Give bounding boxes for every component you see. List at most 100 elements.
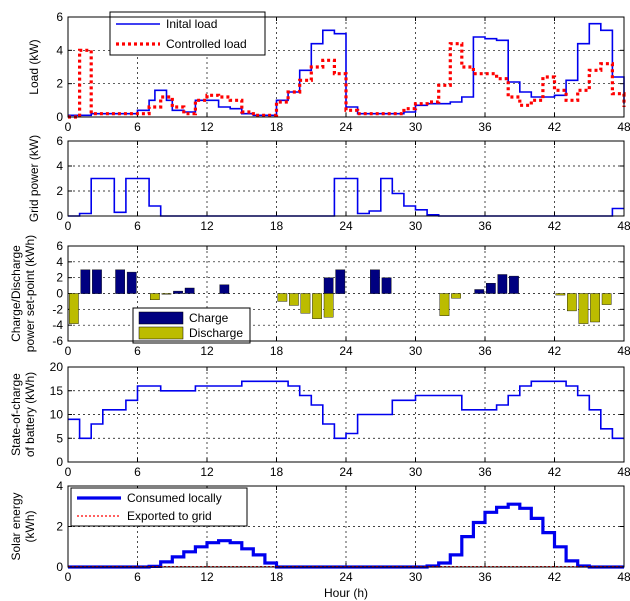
legend-label-exported-to-grid: Exported to grid	[127, 509, 212, 523]
x-tick-label: 24	[339, 570, 353, 584]
panel-4: 0 6 12 18 24 30 36 42 48 0 5 10 15 20 State-of-charge o…	[9, 360, 630, 479]
bar-charge	[370, 269, 380, 294]
bar-discharge	[323, 293, 334, 318]
x-tick-label: 30	[409, 120, 423, 134]
y-tick-label: 4	[56, 255, 63, 269]
plot-frame	[67, 16, 625, 118]
x-tick-label: 48	[617, 465, 630, 479]
x-tick-label: 42	[548, 570, 562, 584]
plot-frame	[67, 485, 625, 568]
legend-box	[70, 487, 248, 527]
y-tick-label: 6	[56, 10, 63, 24]
bar-discharge	[149, 293, 160, 301]
x-tick-label: 6	[134, 219, 141, 233]
x-tick-label: 36	[478, 120, 492, 134]
bar-discharge	[567, 293, 577, 312]
y-axis-label: Load (kW)	[27, 39, 41, 94]
x-tick-label: 0	[65, 344, 72, 358]
x-tick-label: 0	[65, 465, 72, 479]
bar-charge	[335, 269, 346, 294]
x-tick-label: 24	[339, 344, 353, 358]
x-tick-label: 42	[548, 344, 562, 358]
y-tick-label: 2	[56, 271, 63, 285]
x-tick-label: 12	[200, 344, 214, 358]
y-tick-label: 2	[56, 520, 63, 534]
bar-discharge	[439, 293, 450, 316]
legend-label-consumed-locally: Consumed locally	[127, 491, 222, 505]
legend: Consumed locally Exported to grid	[70, 487, 248, 527]
x-tick-label: 48	[617, 120, 630, 134]
bar-charge	[115, 269, 126, 294]
legend-swatch-charge	[138, 311, 184, 325]
x-tick-label: 42	[548, 120, 562, 134]
bar-discharge	[68, 293, 79, 324]
bar-charge	[92, 269, 102, 294]
y-tick-label: 0	[56, 560, 63, 574]
x-tick-label: 30	[409, 219, 423, 233]
x-tick-label: 36	[478, 570, 492, 584]
y-tick-label: 0	[56, 209, 63, 223]
x-tick-label: 48	[617, 344, 630, 358]
panel-3: 0 6 12 18 24 30 36 42 48-6-4-20246Charge/Dischar…	[9, 235, 630, 358]
x-tick-label: 18	[270, 344, 284, 358]
x-tick-label: 36	[478, 219, 492, 233]
legend-label-inital-load: Inital load	[166, 17, 217, 31]
y-tick-label: 20	[50, 360, 64, 374]
y-tick-label: 4	[56, 479, 63, 493]
plot-frame	[67, 366, 625, 463]
x-tick-label: 12	[200, 570, 214, 584]
y-tick-label: 6	[56, 134, 63, 148]
series-controlled-load	[68, 42, 626, 119]
x-tick-label: 24	[339, 219, 353, 233]
y-tick-label: -6	[52, 334, 63, 348]
y-tick-label: 2	[56, 184, 63, 198]
bar-discharge	[161, 293, 172, 295]
x-tick-label: 12	[200, 465, 214, 479]
x-tick-label: 18	[270, 120, 284, 134]
x-tick-label: 36	[478, 465, 492, 479]
y-tick-label: 4	[56, 159, 63, 173]
bar-discharge	[289, 293, 299, 306]
y-tick-label: 6	[56, 239, 63, 253]
bar-charge	[486, 283, 496, 294]
x-tick-label: 0	[65, 219, 72, 233]
x-tick-label: 48	[617, 219, 630, 233]
x-tick-label: 6	[134, 344, 141, 358]
x-tick-label: 36	[478, 344, 492, 358]
bar-charge	[323, 277, 334, 294]
x-tick-label: 6	[134, 570, 141, 584]
legend-swatch-discharge	[138, 326, 184, 340]
y-tick-label: 0	[56, 110, 63, 124]
series-inital-load	[68, 22, 625, 117]
y-tick-label: 15	[50, 384, 64, 398]
y-tick-label: 2	[56, 77, 63, 91]
bar-charge	[80, 269, 91, 294]
x-tick-label: 6	[134, 120, 141, 134]
legend-label-charge: Charge	[189, 311, 229, 325]
bar-discharge	[277, 293, 288, 302]
x-tick-label: 42	[548, 219, 562, 233]
y-axis-label: power set-point (kWh)	[23, 235, 37, 352]
y-axis-label: State-of-charge	[9, 373, 23, 456]
legend-label-discharge: Discharge	[189, 326, 243, 340]
bar-charge	[497, 274, 508, 294]
bar-discharge	[451, 293, 461, 299]
y-tick-label: 5	[56, 431, 63, 445]
y-tick-label: 0	[56, 287, 63, 301]
bar-charge	[474, 289, 485, 294]
x-tick-label: 18	[270, 219, 284, 233]
plot-frame	[67, 140, 625, 217]
y-tick-label: -4	[52, 318, 63, 332]
legend-box	[109, 11, 266, 56]
y-axis-label: Grid power (kW)	[27, 135, 41, 222]
x-tick-label: 42	[548, 465, 562, 479]
x-tick-label: 12	[200, 120, 214, 134]
bar-charge	[184, 287, 195, 294]
x-axis-label: Hour (h)	[324, 586, 368, 600]
y-tick-label: 4	[56, 43, 63, 57]
bar-discharge	[300, 293, 311, 314]
